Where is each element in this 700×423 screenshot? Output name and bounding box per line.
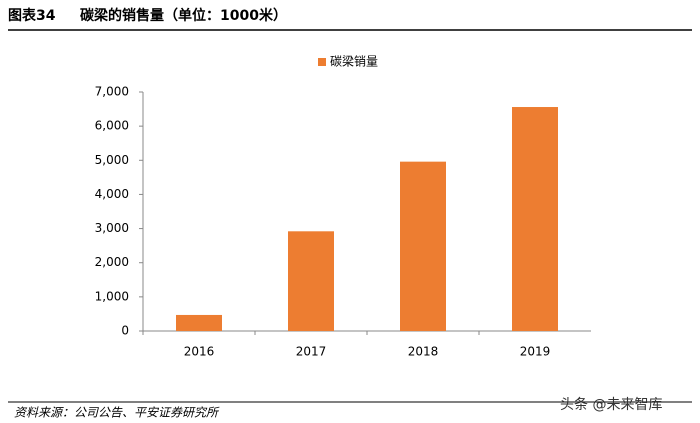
watermark: 头条 @未来智库 <box>560 396 662 413</box>
y-tick-label: 1,000 <box>95 289 129 303</box>
bar <box>176 314 222 331</box>
x-tick-label: 2018 <box>408 345 439 359</box>
source: 资料来源：公司公告、平安证券研究所 <box>14 406 220 420</box>
legend-label: 碳梁销量 <box>330 54 378 69</box>
bar <box>400 161 446 331</box>
y-tick-label: 3,000 <box>95 221 129 235</box>
y-tick-label: 4,000 <box>95 187 129 201</box>
y-tick-label: 6,000 <box>95 119 129 133</box>
bar <box>512 107 558 331</box>
y-tick-label: 0 <box>121 324 129 338</box>
y-tick-label: 5,000 <box>95 153 129 167</box>
x-tick-label: 2019 <box>520 345 551 359</box>
figure-label: 图表34 <box>8 7 56 24</box>
legend-swatch <box>318 58 326 66</box>
chart-title: 碳梁的销售量（单位：1000米） <box>80 7 287 24</box>
y-tick-label: 2,000 <box>95 255 129 269</box>
y-tick-label: 7,000 <box>95 85 129 99</box>
x-tick-label: 2017 <box>296 345 327 359</box>
bar <box>288 231 334 331</box>
x-tick-label: 2016 <box>184 345 215 359</box>
